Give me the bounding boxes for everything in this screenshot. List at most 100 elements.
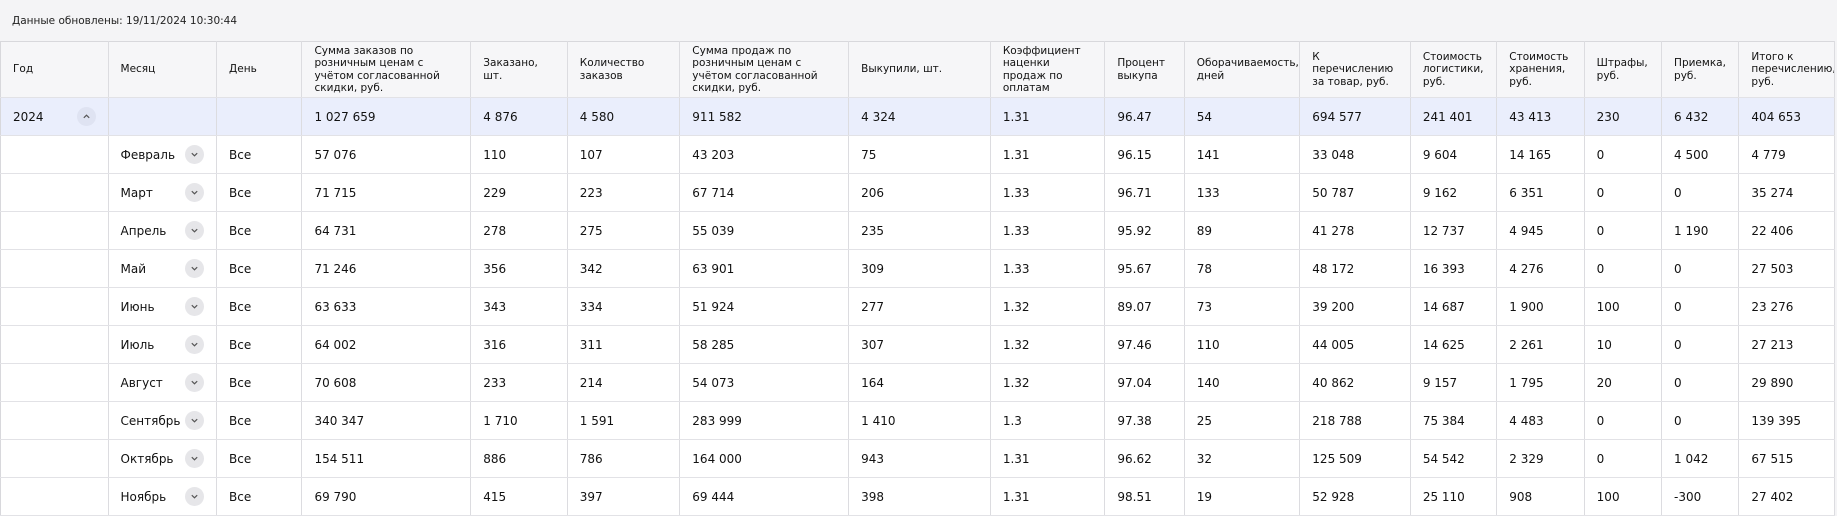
expand-month-button[interactable]: [185, 297, 205, 316]
value-cell: 89.07: [1104, 287, 1185, 326]
col-header-turnover-days[interactable]: Оборачиваемость, дней: [1184, 41, 1301, 98]
col-header-month[interactable]: Месяц: [108, 41, 218, 98]
collapse-year-button[interactable]: [76, 107, 96, 126]
value-cell: 58 285: [679, 325, 850, 364]
value-cell: 343: [470, 287, 568, 326]
col-header-day[interactable]: День: [216, 41, 303, 98]
expand-month-button[interactable]: [185, 487, 205, 506]
month-label: Апрель: [120, 223, 167, 238]
col-header-ordered-qty[interactable]: Заказано, шт.: [470, 41, 568, 98]
value-cell: 25 110: [1410, 477, 1498, 516]
month-cell: Сентябрь: [108, 401, 218, 440]
value-cell: 78: [1184, 249, 1301, 288]
value-cell: 0: [1661, 249, 1740, 288]
value-cell: 40 862: [1299, 363, 1411, 402]
value-cell: 14 165: [1496, 135, 1585, 174]
value-cell: 0: [1661, 287, 1740, 326]
expand-month-button[interactable]: [185, 221, 205, 240]
col-header-penalties[interactable]: Штрафы, руб.: [1584, 41, 1663, 98]
value-cell: 110: [1184, 325, 1301, 364]
month-cell: Июнь: [108, 287, 218, 326]
value-cell: 0: [1584, 173, 1663, 212]
col-header-year[interactable]: Год: [0, 41, 109, 98]
day-cell: Все: [216, 249, 303, 288]
value-cell: 35 274: [1738, 173, 1835, 212]
year-value-cell: 1.31: [990, 97, 1106, 136]
month-year-cell: [0, 287, 109, 326]
value-cell: 1.3: [990, 401, 1106, 440]
value-cell: 54 073: [679, 363, 850, 402]
col-header-bought-qty[interactable]: Выкупили, шт.: [848, 41, 991, 98]
value-cell: 0: [1584, 439, 1663, 478]
data-updated-label: Данные обновлены: 19/11/2024 10:30:44: [12, 14, 238, 27]
sales-report-table: Год Месяц День Сумма заказов по розничны…: [0, 41, 1835, 516]
expand-month-button[interactable]: [185, 183, 205, 202]
chevron-down-icon: [191, 342, 198, 347]
value-cell: 164: [848, 363, 991, 402]
col-header-buyout-percent[interactable]: Процент выкупа: [1104, 41, 1185, 98]
value-cell: 20: [1584, 363, 1663, 402]
month-year-cell: [0, 439, 109, 478]
value-cell: 50 787: [1299, 173, 1411, 212]
value-cell: 943: [848, 439, 991, 478]
value-cell: 1 710: [470, 401, 568, 440]
value-cell: 139 395: [1738, 401, 1835, 440]
month-cell: Май: [108, 249, 218, 288]
value-cell: 283 999: [679, 401, 850, 440]
col-header-logistics-cost[interactable]: Стоимость логистики, руб.: [1410, 41, 1498, 98]
expand-month-button[interactable]: [185, 259, 205, 278]
value-cell: 398: [848, 477, 991, 516]
month-row: Март Все 71 715 229 223 67 714 206 1.33 …: [0, 173, 1835, 212]
value-cell: 95.92: [1104, 211, 1185, 250]
month-row: Февраль Все 57 076 110 107 43 203 75 1.3…: [0, 135, 1835, 174]
month-row: Июнь Все 63 633 343 334 51 924 277 1.32 …: [0, 287, 1835, 326]
month-row: Сентябрь Все 340 347 1 710 1 591 283 999…: [0, 401, 1835, 440]
value-cell: 95.67: [1104, 249, 1185, 288]
col-header-acceptance[interactable]: Приемка, руб.: [1661, 41, 1740, 98]
value-cell: 6 351: [1496, 173, 1585, 212]
chevron-down-icon: [191, 494, 198, 499]
chevron-down-icon: [191, 190, 198, 195]
month-year-cell: [0, 249, 109, 288]
value-cell: 100: [1584, 477, 1663, 516]
day-cell: Все: [216, 477, 303, 516]
col-header-payout-goods[interactable]: К перечислению за товар, руб.: [1299, 41, 1411, 98]
month-year-cell: [0, 363, 109, 402]
col-header-markup-ratio[interactable]: Коэффициент наценки продаж по оплатам: [990, 41, 1106, 98]
value-cell: 0: [1661, 173, 1740, 212]
month-row: Октябрь Все 154 511 886 786 164 000 943 …: [0, 439, 1835, 478]
value-cell: 14 687: [1410, 287, 1498, 326]
col-header-orders-count[interactable]: Количество заказов: [567, 41, 681, 98]
chevron-down-icon: [191, 304, 198, 309]
expand-month-button[interactable]: [185, 145, 205, 164]
chevron-down-icon: [191, 456, 198, 461]
value-cell: 1.33: [990, 173, 1106, 212]
col-header-total-payout[interactable]: Итого к перечислению, руб.: [1738, 41, 1835, 98]
expand-month-button[interactable]: [185, 373, 205, 392]
value-cell: 75 384: [1410, 401, 1498, 440]
col-header-orders-sum[interactable]: Сумма заказов по розничным ценам с учёто…: [301, 41, 472, 98]
month-cell: Июль: [108, 325, 218, 364]
value-cell: 1.32: [990, 287, 1106, 326]
value-cell: 4 276: [1496, 249, 1585, 288]
chevron-down-icon: [191, 228, 198, 233]
year-value-cell: 4 580: [567, 97, 681, 136]
value-cell: 63 633: [301, 287, 472, 326]
value-cell: 1.32: [990, 325, 1106, 364]
col-header-sales-sum[interactable]: Сумма продаж по розничным ценам с учётом…: [679, 41, 850, 98]
month-cell: Апрель: [108, 211, 218, 250]
value-cell: 97.38: [1104, 401, 1185, 440]
value-cell: 0: [1661, 401, 1740, 440]
value-cell: 19: [1184, 477, 1301, 516]
value-cell: 57 076: [301, 135, 472, 174]
value-cell: 43 203: [679, 135, 850, 174]
expand-month-button[interactable]: [185, 411, 205, 430]
year-value: 2024: [13, 109, 44, 124]
value-cell: 69 444: [679, 477, 850, 516]
month-cell: Ноябрь: [108, 477, 218, 516]
col-header-storage-cost[interactable]: Стоимость хранения, руб.: [1496, 41, 1585, 98]
day-cell: Все: [216, 439, 303, 478]
chevron-up-icon: [82, 114, 90, 119]
expand-month-button[interactable]: [185, 335, 205, 354]
expand-month-button[interactable]: [185, 449, 205, 468]
